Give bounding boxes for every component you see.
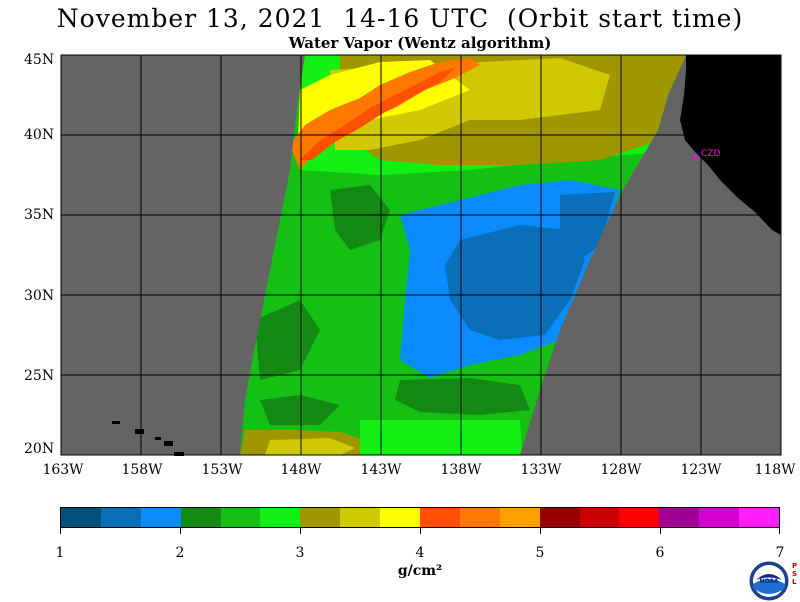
colorbar bbox=[60, 507, 780, 528]
lon-label: 158W bbox=[121, 462, 163, 478]
colorbar-tick-label: 7 bbox=[775, 545, 785, 561]
lon-label: 133W bbox=[520, 462, 562, 478]
lon-label: 148W bbox=[280, 462, 322, 478]
colorbar-segment bbox=[699, 508, 740, 527]
colorbar-tick-mark bbox=[779, 528, 780, 534]
colorbar-tick-mark bbox=[420, 528, 421, 534]
colorbar-segment bbox=[140, 508, 181, 527]
lat-label: 30N bbox=[24, 288, 55, 304]
colorbar-tick-label: 3 bbox=[295, 545, 305, 561]
psl-letter: L bbox=[792, 578, 797, 586]
satellite-swath bbox=[240, 55, 686, 455]
lat-label: 45N bbox=[24, 52, 55, 68]
lon-label: 123W bbox=[680, 462, 722, 478]
colorbar-segment bbox=[579, 508, 620, 527]
colorbar-tick-mark bbox=[660, 528, 661, 534]
colorbar-segment bbox=[220, 508, 261, 527]
lat-label: 40N bbox=[24, 127, 55, 143]
colorbar-tick-label: 6 bbox=[655, 545, 665, 561]
graticule bbox=[61, 55, 781, 455]
colorbar-segment bbox=[300, 508, 341, 527]
noaa-logo: NOAA bbox=[748, 560, 790, 602]
colorbar-segment bbox=[499, 508, 540, 527]
colorbar-tick-mark bbox=[540, 528, 541, 534]
map-frame bbox=[60, 54, 782, 456]
lon-label: 163W bbox=[42, 462, 84, 478]
lon-label: 128W bbox=[600, 462, 642, 478]
water-vapor-map: CZD bbox=[60, 54, 782, 456]
colorbar-segment bbox=[659, 508, 700, 527]
lon-label: 153W bbox=[201, 462, 243, 478]
station-label: CZD bbox=[701, 149, 720, 159]
colorbar-tick-label: 2 bbox=[175, 545, 185, 561]
hawaii-islands bbox=[112, 421, 184, 456]
lon-label: 118W bbox=[754, 462, 796, 478]
colorbar-tick-label: 1 bbox=[55, 545, 65, 561]
colorbar-segment bbox=[539, 508, 580, 527]
psl-letter: S bbox=[792, 570, 798, 578]
map-subtitle: Water Vapor (Wentz algorithm) bbox=[288, 34, 552, 52]
colorbar-tick-mark bbox=[300, 528, 301, 534]
lon-label: 143W bbox=[360, 462, 402, 478]
map-title: November 13, 2021 14-16 UTC (Orbit start… bbox=[56, 4, 744, 33]
colorbar-segment bbox=[180, 508, 221, 527]
psl-letter: P bbox=[792, 562, 798, 570]
colorbar-segment bbox=[739, 508, 780, 527]
colorbar-segment bbox=[100, 508, 141, 527]
colorbar-segment bbox=[619, 508, 660, 527]
colorbar-tick-label: 5 bbox=[535, 545, 545, 561]
logo-text: NOAA bbox=[759, 578, 779, 585]
lat-label: 35N bbox=[24, 207, 55, 223]
colorbar-segment bbox=[260, 508, 301, 527]
colorbar-tick-mark bbox=[180, 528, 181, 534]
colorbar-segment bbox=[420, 508, 460, 527]
lat-label: 25N bbox=[24, 368, 55, 384]
colorbar-segment bbox=[459, 508, 500, 527]
colorbar-tick-mark bbox=[60, 528, 61, 534]
colorbar-segment bbox=[380, 508, 421, 527]
colorbar-units: g/cm² bbox=[397, 563, 443, 579]
station-czd-marker: CZD bbox=[691, 149, 720, 161]
lat-label: 20N bbox=[24, 441, 55, 457]
land-california bbox=[680, 55, 781, 235]
colorbar-segment bbox=[61, 508, 101, 527]
lon-label: 138W bbox=[440, 462, 482, 478]
colorbar-tick-label: 4 bbox=[415, 545, 425, 561]
colorbar-segment bbox=[340, 508, 381, 527]
